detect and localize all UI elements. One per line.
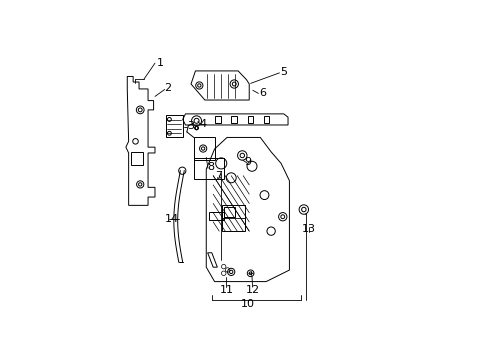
Text: 9: 9 [244,157,251,167]
Bar [263,116,269,123]
Text: 8: 8 [206,162,214,172]
Text: 6: 6 [259,88,266,98]
Bar [221,205,244,231]
Text: 7: 7 [215,171,222,181]
Bar [215,116,220,123]
Bar [193,158,224,179]
Text: 4: 4 [200,118,206,129]
Text: 5: 5 [280,67,287,77]
Text: 13: 13 [301,224,315,234]
Bar [224,207,235,217]
Bar [193,138,214,159]
Text: 11: 11 [220,285,234,295]
Text: 2: 2 [163,82,171,93]
Bar [131,152,142,165]
Text: 14: 14 [164,214,178,224]
Text: 3: 3 [187,121,194,131]
Text: 10: 10 [241,299,254,309]
Bar [208,212,224,220]
Text: 1: 1 [157,58,163,68]
Text: 12: 12 [246,285,260,295]
Bar [166,115,183,138]
Bar [247,116,253,123]
Bar [231,116,236,123]
